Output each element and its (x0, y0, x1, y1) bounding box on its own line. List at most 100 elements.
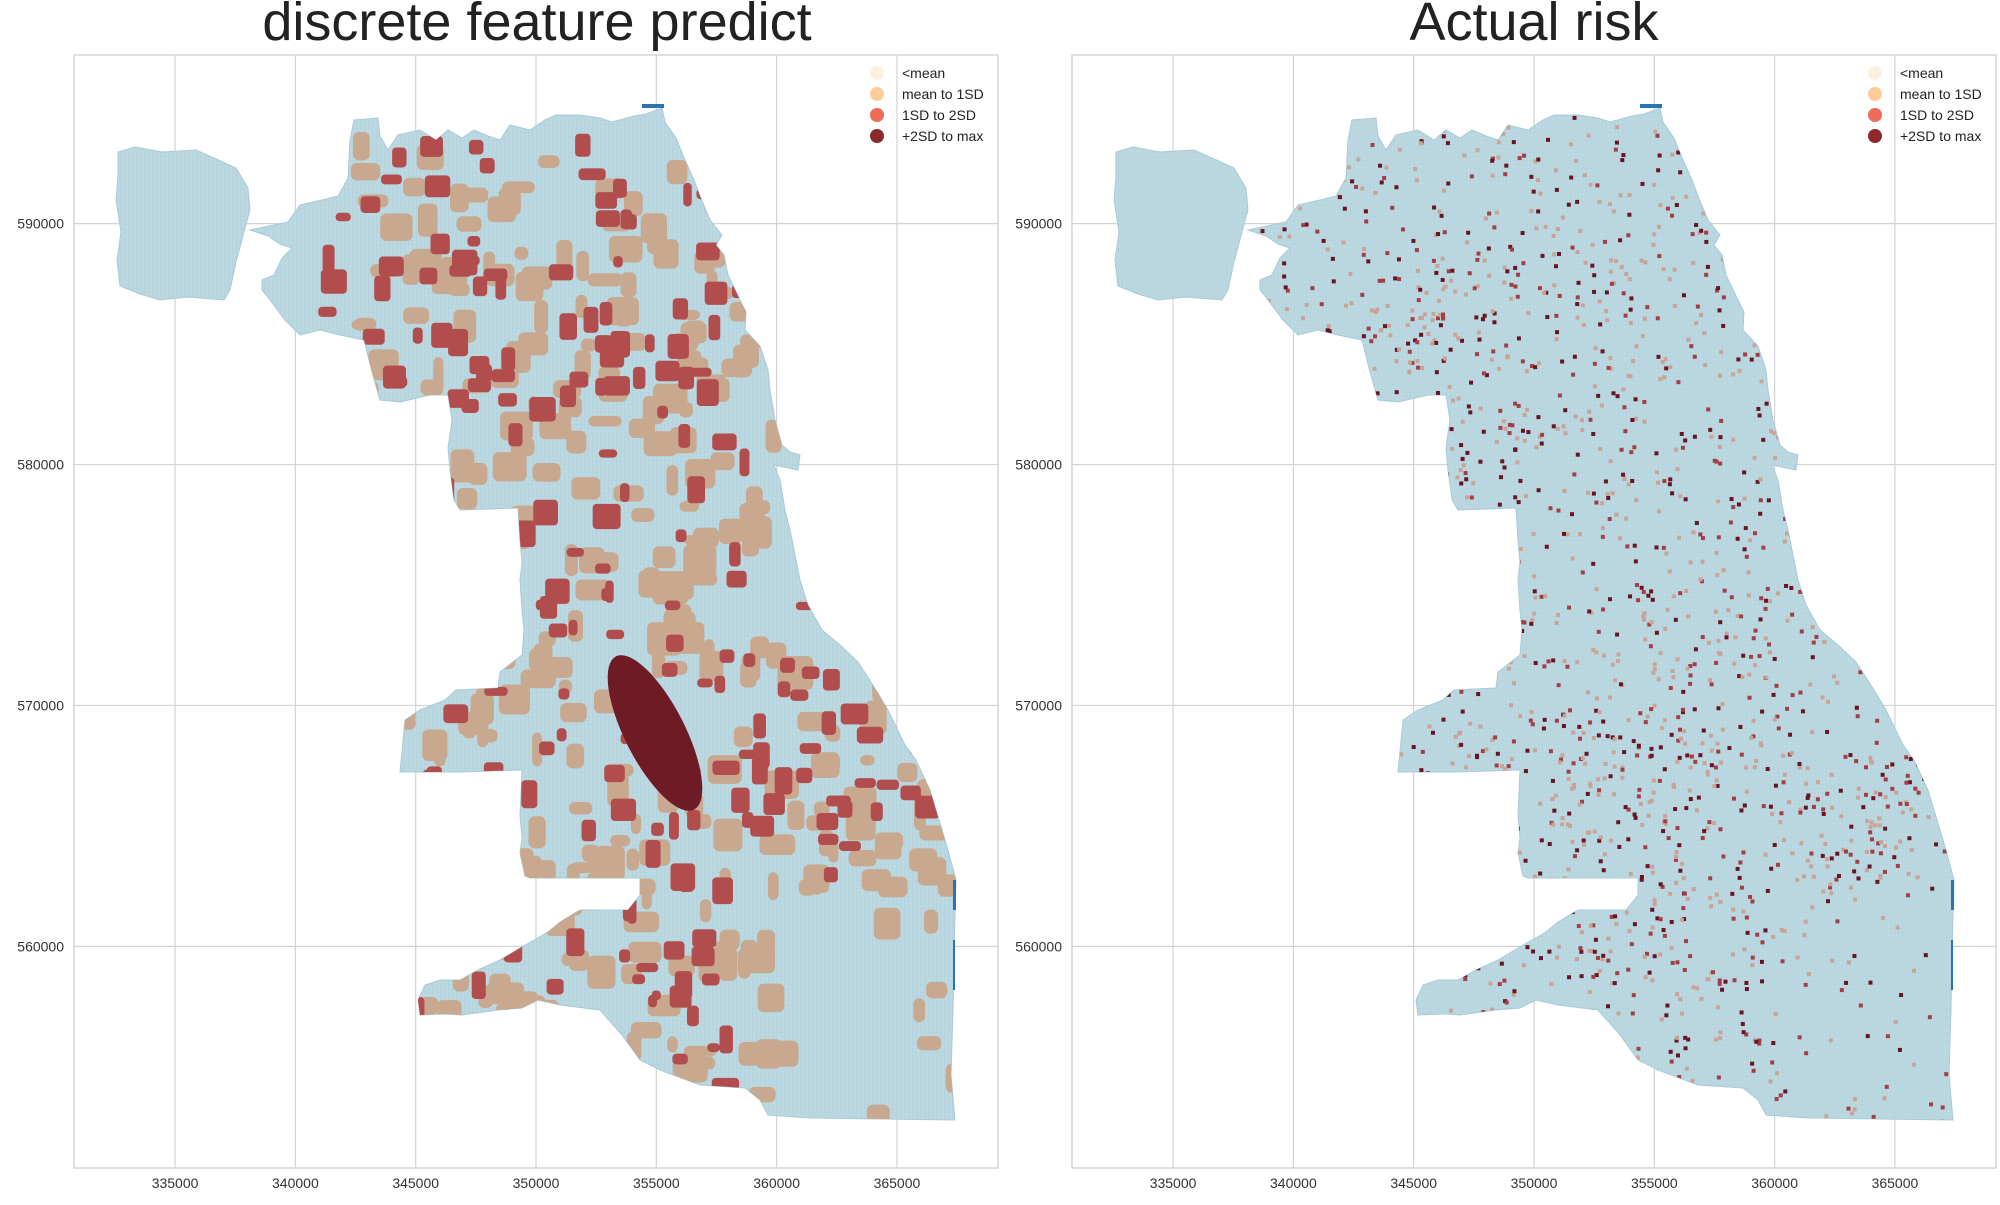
cell-mean-to-1sd (1267, 298, 1272, 303)
cell-mean-to-1sd (1679, 736, 1684, 741)
cell-mean-to-1sd (689, 1056, 716, 1070)
cell-mean-to-1sd (1399, 752, 1404, 757)
cell-2sd-to-max (1716, 286, 1721, 291)
cell-2sd-to-max (1533, 661, 1538, 666)
cell-1sd-to-2sd (467, 378, 491, 393)
cell-1sd-to-2sd (1578, 946, 1583, 951)
cell-1sd-to-2sd (1606, 958, 1611, 963)
cell-2sd-to-max (1579, 949, 1584, 954)
cell-mean-to-1sd (1878, 840, 1883, 845)
cell-mean-to-1sd (1709, 904, 1714, 909)
cell-mean-to-1sd (1713, 1037, 1718, 1042)
y-tick-label: 590000 (1015, 216, 1062, 232)
cell-mean-to-1sd (1802, 933, 1807, 938)
cell-mean-to-1sd (1534, 445, 1539, 450)
cell-1sd-to-2sd (1798, 690, 1803, 695)
cell-2sd-to-max (1539, 441, 1544, 446)
cell-2sd-to-max (1682, 917, 1687, 922)
cell-mean-to-1sd (1618, 193, 1623, 198)
cell-mean-to-1sd (1518, 714, 1523, 719)
cell-2sd-to-max (1460, 709, 1465, 714)
cell-1sd-to-2sd (1546, 659, 1551, 664)
cell-2sd-to-max (1575, 848, 1580, 853)
cell-2sd-to-max (1735, 866, 1740, 871)
cell-2sd-to-max (1640, 181, 1645, 186)
cell-2sd-to-max (1861, 805, 1866, 810)
cell-mean-to-1sd (534, 300, 549, 334)
cell-mean-to-1sd (1714, 551, 1719, 556)
cell-1sd-to-2sd (1878, 792, 1883, 797)
cell-mean-to-1sd (1822, 639, 1827, 644)
cell-2sd-to-max (1758, 617, 1763, 622)
cell-1sd-to-2sd (1381, 278, 1386, 283)
cell-mean-to-1sd (1580, 756, 1585, 761)
cell-mean-to-1sd (1608, 949, 1613, 954)
cell-2sd-to-max (1664, 366, 1669, 371)
cell-2sd-to-max (1545, 315, 1550, 320)
cell-1sd-to-2sd (1666, 836, 1671, 841)
cell-mean-to-1sd (1394, 359, 1399, 364)
cell-mean-to-1sd (1647, 799, 1652, 804)
cell-1sd-to-2sd (1481, 371, 1486, 376)
cell-mean-to-1sd (1670, 669, 1675, 674)
cell-mean-to-1sd (1856, 795, 1861, 800)
cell-2sd-to-max (1434, 340, 1439, 345)
cell-1sd-to-2sd (1781, 780, 1786, 785)
cell-mean-to-1sd (1537, 361, 1542, 366)
cell-2sd-to-max (1692, 434, 1697, 439)
cell-1sd-to-2sd (424, 175, 451, 198)
cell-mean-to-1sd (1915, 875, 1920, 880)
cell-2sd-to-max (1630, 478, 1635, 483)
cell-1sd-to-2sd (1731, 505, 1736, 510)
cell-mean-to-1sd (1532, 874, 1537, 879)
cell-mean-to-1sd (1555, 955, 1560, 960)
cell-mean-to-1sd (1555, 426, 1560, 431)
cell-2sd-to-max (1499, 475, 1504, 480)
cell-1sd-to-2sd (1631, 993, 1636, 998)
cell-mean-to-1sd (1326, 324, 1331, 329)
cell-1sd-to-2sd (1814, 634, 1819, 639)
cell-2sd-to-max (1445, 141, 1450, 146)
cell-2sd-to-max (1611, 391, 1616, 396)
cell-1sd-to-2sd (1510, 423, 1515, 428)
cell-mean-to-1sd (679, 401, 693, 418)
cell-mean-to-1sd (1702, 761, 1707, 766)
cell-1sd-to-2sd (1870, 849, 1875, 854)
cell-1sd-to-2sd (1689, 344, 1694, 349)
cell-2sd-to-max (1669, 732, 1674, 737)
cell-mean-to-1sd (1560, 215, 1565, 220)
cell-2sd-to-max (1738, 724, 1743, 729)
cell-1sd-to-2sd (1503, 172, 1508, 177)
cell-mean-to-1sd (1590, 948, 1595, 953)
cell-1sd-to-2sd (1744, 554, 1749, 559)
cell-mean-to-1sd (740, 661, 757, 688)
cell-mean-to-1sd (1612, 678, 1617, 683)
cell-mean-to-1sd (1717, 444, 1722, 449)
cell-1sd-to-2sd (1596, 629, 1601, 634)
cell-mean-to-1sd (1829, 772, 1834, 777)
cell-mean-to-1sd (1628, 374, 1633, 379)
cell-2sd-to-max (1520, 230, 1525, 235)
cell-mean-to-1sd (869, 702, 887, 735)
legend-label: +2SD to max (902, 128, 983, 144)
cell-mean-to-1sd (1652, 662, 1657, 667)
cell-mean-to-1sd (1640, 823, 1645, 828)
cell-mean-to-1sd (861, 869, 891, 892)
cell-mean-to-1sd (450, 449, 475, 483)
cell-2sd-to-max (1601, 719, 1606, 724)
cell-2sd-to-max (1440, 277, 1445, 282)
cell-2sd-to-max (1375, 391, 1380, 396)
cell-1sd-to-2sd (606, 629, 625, 640)
cell-mean-to-1sd (1467, 754, 1472, 759)
cell-mean-to-1sd (1596, 777, 1601, 782)
cell-mean-to-1sd (1594, 587, 1599, 592)
cell-1sd-to-2sd (1776, 726, 1781, 731)
cell-mean-to-1sd (666, 160, 688, 185)
cell-mean-to-1sd (1705, 769, 1710, 774)
cell-1sd-to-2sd (1821, 807, 1826, 812)
cell-2sd-to-max (1639, 585, 1644, 590)
cell-1sd-to-2sd (476, 364, 492, 383)
cell-mean-to-1sd (1753, 663, 1758, 668)
water-mark-east (953, 880, 956, 910)
x-tick-label: 355000 (633, 1175, 680, 1191)
